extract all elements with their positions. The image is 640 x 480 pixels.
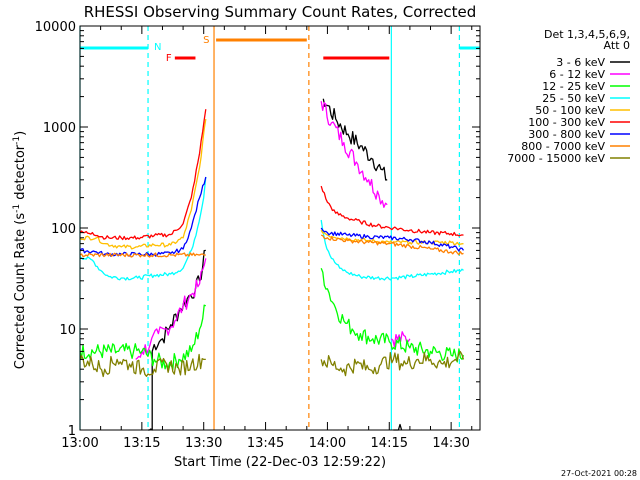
ylabel-main: Corrected Count Rate (s [13,213,28,370]
legend-label-2: 12 - 25 keV [542,80,605,93]
y-tick-label-1: 10 [59,323,76,338]
x-axis-label: Start Time (22-Dec-03 12:59:22) [174,455,386,470]
series-7000-15000-kev-seg-0 [79,353,206,378]
y-tick-label-3: 1000 [43,121,76,136]
series-12-25-kev-seg-0 [79,304,206,371]
legend-label-7: 800 - 7000 keV [521,140,605,153]
legend-header-0: Det 1,3,4,5,6,9, [544,28,630,41]
ylabel-end: ) [13,131,28,136]
series-100-300-kev-seg-0 [79,109,207,241]
svg-text:Corrected Count Rate (s-1 dete: Corrected Count Rate (s-1 detector-1) [12,131,28,369]
night-label: N [154,42,161,53]
y-tick-label-2: 100 [51,222,76,237]
vertical-markers [79,26,460,430]
series-3-6-kev-seg-2 [393,423,403,431]
series-100-300-kev-seg-1 [320,185,464,237]
x-tick-label-3: 13:45 [247,436,284,451]
chart-title: RHESSI Observing Summary Count Rates, Co… [84,3,477,21]
series-25-50-kev-seg-0 [79,176,207,281]
series-6-12-kev-seg-1 [320,101,388,208]
series-300-800-kev-seg-1 [320,227,465,252]
legend-label-0: 3 - 6 keV [556,56,605,69]
x-tick-label-1: 13:15 [123,436,160,451]
legend-label-3: 25 - 50 keV [542,92,605,105]
x-tick-label-4: 14:00 [309,436,346,451]
timestamp: 27-Oct-2021 00:28 [561,469,637,478]
x-tick-label-2: 13:30 [185,436,222,451]
x-ticks: 13:00 13:15 13:30 13:45 14:00 14:15 14:30 [61,26,473,451]
series-800-7000-kev-seg-1 [320,234,464,256]
ylabel-mid: detector [13,144,28,204]
legend-label-1: 6 - 12 keV [549,68,605,81]
ylabel-sup1: -1 [12,204,22,213]
y-tick-label-4: 10000 [35,20,76,35]
series-3-6-kev-seg-0 [148,249,206,431]
series-6-12-kev-seg-0 [135,258,207,360]
legend-label-6: 300 - 800 keV [528,128,605,141]
x-tick-label-5: 14:15 [371,436,408,451]
legend-header-1: Att 0 [604,39,630,52]
legend-label-5: 100 - 300 keV [528,116,605,129]
legend-label-4: 50 - 100 keV [535,104,605,117]
x-tick-label-0: 13:00 [61,436,98,451]
series-3-6-kev-seg-1 [322,98,388,181]
ylabel-sup2: -1 [12,136,22,145]
series-50-100-kev-seg-0 [79,118,207,250]
saa-label: S [203,35,209,46]
y-tick-label-0: 1 [68,424,76,439]
x-tick-label-6: 14:30 [432,436,469,451]
series-group [79,98,465,431]
legend-label-8: 7000 - 15000 keV [507,152,605,165]
series-7000-15000-kev-seg-1 [320,350,465,377]
flare-label: F [166,53,172,64]
y-axis-label: Corrected Count Rate (s-1 detector-1) [12,131,28,369]
series-25-50-kev-seg-1 [320,219,464,281]
series-12-25-kev-seg-1 [320,267,465,363]
status-bars: NF S [80,35,480,64]
y-ticks: 1 10 100 1000 10000 [35,20,480,439]
series-800-7000-kev-seg-0 [79,252,206,258]
